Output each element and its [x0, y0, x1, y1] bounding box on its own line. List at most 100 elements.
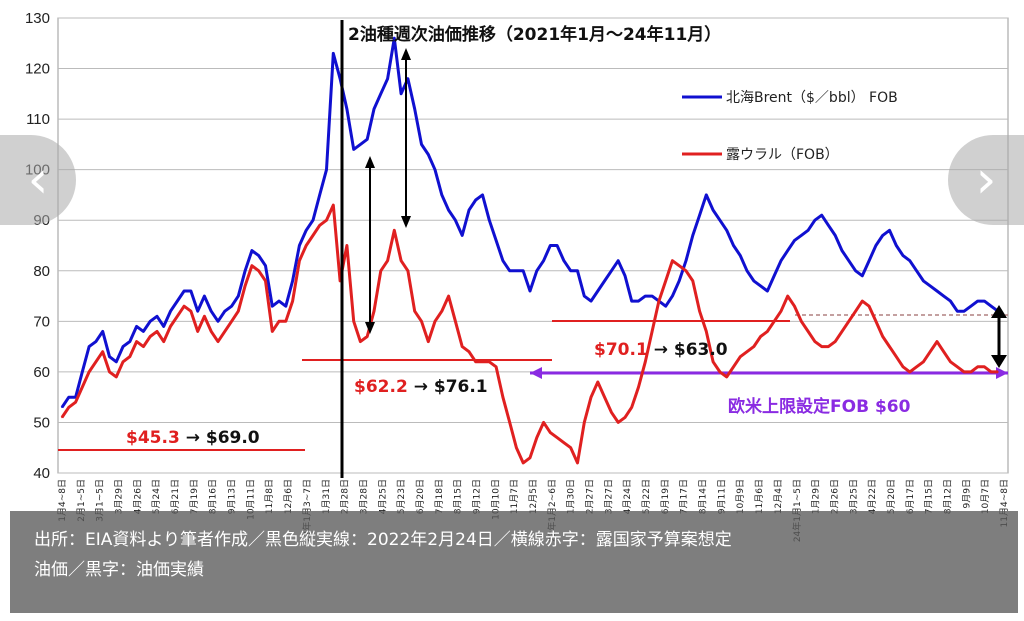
- legend-brent-label: 北海Brent（$／bbl） FOB: [726, 90, 898, 106]
- x-tick-label: 1月4~8日: [57, 479, 68, 522]
- urals-point: [115, 376, 118, 378]
- brent-point: [759, 285, 762, 287]
- urals-point: [997, 371, 999, 373]
- urals-point: [970, 371, 972, 373]
- brent-point: [196, 310, 199, 313]
- brent-point: [793, 239, 796, 242]
- brent-point: [115, 361, 118, 363]
- brent-point: [156, 315, 158, 318]
- brent-point: [529, 290, 531, 292]
- urals-point: [692, 280, 694, 282]
- urals-point: [373, 310, 375, 313]
- x-tick-label: 11月8日: [264, 479, 275, 514]
- urals-point: [820, 345, 823, 348]
- x-tick-label: 3月27日: [603, 479, 614, 514]
- urals-point: [814, 340, 816, 343]
- x-tick-label: 4月25日: [377, 479, 388, 514]
- brent-point: [447, 209, 450, 211]
- brent-point: [807, 229, 809, 232]
- brent-point: [617, 259, 619, 262]
- urals-point: [108, 371, 111, 373]
- x-tick-label: 8月15日: [453, 479, 464, 514]
- prev-arrow-icon[interactable]: ‹: [0, 135, 76, 225]
- x-tick-label: 10月9日: [735, 479, 746, 514]
- annotation-2023: $70.1 → $63.0: [594, 340, 728, 360]
- brent-point: [820, 214, 823, 216]
- urals-point: [522, 462, 524, 464]
- brent-point: [427, 153, 430, 156]
- x-tick-label: 3月1~5日: [95, 479, 106, 522]
- brent-point: [780, 259, 782, 262]
- urals-point: [264, 280, 267, 282]
- x-tick-label: 6月19日: [660, 479, 671, 514]
- y-tick-label: 60: [33, 364, 50, 381]
- x-tick-label: 11月4~8日: [999, 479, 1010, 527]
- y-axis-ticks: 405060708090100110120130: [25, 10, 50, 482]
- urals-point: [664, 280, 667, 282]
- brent-point: [135, 325, 138, 328]
- brent-point: [556, 244, 558, 247]
- brent-point: [834, 234, 836, 237]
- brent-point: [848, 259, 850, 262]
- urals-point: [230, 320, 233, 323]
- urals-point: [420, 320, 423, 323]
- brent-point: [88, 345, 90, 348]
- brent-point: [203, 295, 206, 297]
- x-tick-label: 10月10日: [490, 479, 501, 520]
- urals-point: [759, 335, 762, 338]
- brent-point: [875, 244, 877, 247]
- x-tick-label: 10月11日: [245, 479, 256, 520]
- brent-point: [549, 244, 552, 247]
- brent-point: [264, 264, 267, 267]
- brent-point: [739, 254, 742, 257]
- x-tick-label: 9月11日: [716, 479, 727, 514]
- urals-point: [88, 371, 90, 373]
- urals-point: [142, 345, 145, 348]
- urals-point: [597, 381, 599, 383]
- urals-point: [610, 411, 613, 414]
- next-arrow-icon[interactable]: ›: [948, 135, 1024, 225]
- brent-point: [936, 290, 938, 292]
- spread-arrow-1-head-down: [365, 322, 375, 334]
- urals-point: [875, 320, 877, 323]
- brent-point: [74, 396, 77, 399]
- x-tick-label: 5月20日: [886, 479, 897, 514]
- spread-arrows: [365, 48, 1007, 368]
- brent-point: [366, 138, 369, 141]
- urals-point: [135, 340, 138, 343]
- brent-point: [515, 270, 518, 272]
- brent-point: [502, 259, 504, 262]
- brent-point: [827, 224, 830, 227]
- brent-point: [413, 108, 416, 110]
- x-tick-label: 3月25日: [848, 479, 859, 514]
- brent-point: [664, 305, 667, 308]
- brent-point: [583, 295, 586, 297]
- urals-point: [495, 366, 497, 368]
- plot-area: [57, 17, 1009, 474]
- urals-point: [868, 305, 870, 308]
- urals-point: [529, 457, 531, 459]
- brent-point: [285, 305, 287, 308]
- urals-point: [271, 330, 274, 333]
- brent-point: [563, 259, 565, 262]
- x-tick-label: 2月26日: [829, 479, 840, 514]
- brent-point: [346, 108, 348, 110]
- urals-point: [725, 376, 728, 378]
- brent-point: [786, 249, 789, 252]
- brent-point: [101, 330, 104, 333]
- x-tick-label: 12月5日: [528, 479, 539, 514]
- brent-point: [766, 290, 769, 292]
- brent-point: [380, 93, 382, 95]
- x-tick-label: 6月20日: [415, 479, 426, 514]
- x-tick-label: 10月7日: [980, 479, 991, 514]
- urals-point: [902, 366, 904, 368]
- urals-point: [705, 330, 708, 333]
- urals-point: [508, 421, 511, 424]
- urals-point: [773, 320, 775, 323]
- brent-point: [122, 345, 124, 348]
- x-tick-label: 11月7日: [509, 479, 520, 514]
- urals-point: [712, 361, 714, 363]
- urals-point: [298, 259, 301, 262]
- brent-point: [251, 249, 253, 252]
